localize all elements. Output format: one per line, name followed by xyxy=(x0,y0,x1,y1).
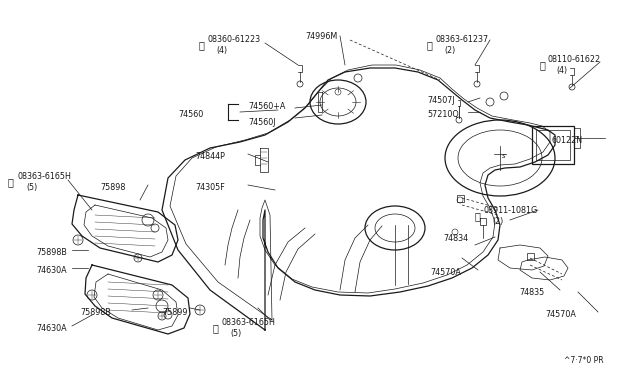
Text: 75898B: 75898B xyxy=(80,308,111,317)
Text: 57210Q: 57210Q xyxy=(427,110,459,119)
Text: 74630A: 74630A xyxy=(36,324,67,333)
Text: 75898: 75898 xyxy=(100,183,125,192)
Text: 74560J: 74560J xyxy=(248,118,275,127)
Bar xyxy=(536,130,570,160)
Text: 60122N: 60122N xyxy=(552,136,583,145)
Text: 74630A: 74630A xyxy=(36,266,67,275)
Text: (2): (2) xyxy=(492,217,503,226)
Text: s: s xyxy=(502,153,506,159)
Text: 74305F: 74305F xyxy=(195,183,225,192)
Text: 75898B: 75898B xyxy=(36,248,67,257)
Text: Ⓢ: Ⓢ xyxy=(427,40,433,50)
Text: 08363-61237: 08363-61237 xyxy=(436,35,489,44)
Text: (2): (2) xyxy=(444,46,455,55)
Text: 08911-1081G: 08911-1081G xyxy=(484,206,538,215)
Text: 74996M: 74996M xyxy=(305,32,337,41)
Text: Ⓢ: Ⓢ xyxy=(213,323,219,333)
Bar xyxy=(527,253,534,260)
Text: 08363-6165H: 08363-6165H xyxy=(222,318,276,327)
Text: 74560+A: 74560+A xyxy=(248,102,285,111)
Text: Ⓝ: Ⓝ xyxy=(475,211,481,221)
Text: 74507J: 74507J xyxy=(427,96,454,105)
Text: Ⓢ: Ⓢ xyxy=(8,177,14,187)
Text: (4): (4) xyxy=(216,46,227,55)
Text: ^7·7*0 PR: ^7·7*0 PR xyxy=(564,356,604,365)
Text: (5): (5) xyxy=(26,183,37,192)
Text: 74844P: 74844P xyxy=(195,152,225,161)
Text: (4): (4) xyxy=(556,66,567,75)
Text: 08110-61622: 08110-61622 xyxy=(548,55,601,64)
Bar xyxy=(532,126,574,164)
Text: 74835: 74835 xyxy=(519,288,544,297)
Bar xyxy=(457,195,464,202)
Text: 74834: 74834 xyxy=(443,234,468,243)
Text: 74570A: 74570A xyxy=(430,268,461,277)
Text: (5): (5) xyxy=(230,329,241,338)
Text: 08360-61223: 08360-61223 xyxy=(208,35,261,44)
Text: 08363-6165H: 08363-6165H xyxy=(18,172,72,181)
Text: 74560: 74560 xyxy=(178,110,204,119)
Text: Ⓢ: Ⓢ xyxy=(540,60,546,70)
Text: 74570A: 74570A xyxy=(545,310,576,319)
Text: 75899: 75899 xyxy=(162,308,188,317)
Text: Ⓢ: Ⓢ xyxy=(199,40,205,50)
